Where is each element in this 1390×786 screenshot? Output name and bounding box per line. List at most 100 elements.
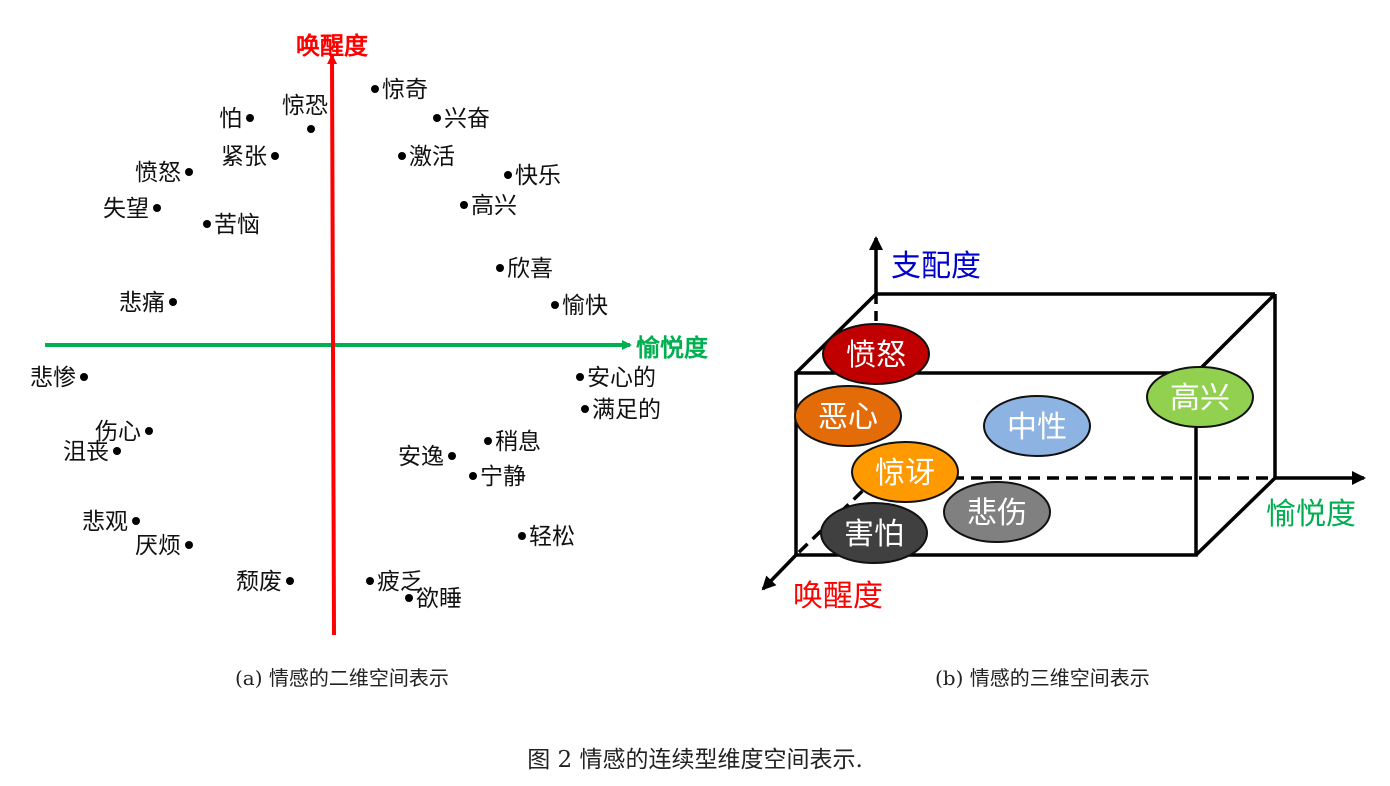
ellipse-shape [794,385,902,447]
ellipse-shape [983,395,1091,457]
emotion-point: 怕 [219,106,254,132]
point-dot [132,517,140,525]
point-label: 疲乏 [377,569,423,595]
emotion-point: 愉快 [551,293,608,319]
emotion-point: 快乐 [504,163,561,189]
emotion-ellipse: 害怕 [820,502,928,564]
ellipse-label: 恶心 [818,400,878,435]
point-dot [271,152,279,160]
point-label: 苦恼 [214,212,260,238]
point-dot [496,264,504,272]
point-dot [469,472,477,480]
arousal-axis-label-3d: 唤醒度 [793,579,883,614]
emotion-point: 稍息 [484,429,541,455]
point-label: 满足的 [592,397,661,423]
point-dot [460,201,468,209]
caption-b: (b) 情感的三维空间表示 [935,666,1150,690]
point-dot [433,114,441,122]
point-dot [286,577,294,585]
point-dot [366,577,374,585]
point-dot [80,373,88,381]
emotion-point: 伤心 [95,419,153,445]
emotion-point: 兴奋 [433,106,490,132]
point-label: 愉快 [562,293,608,319]
valence-axis-label: 愉悦度 [636,334,709,362]
point-dot [504,171,512,179]
point-dot [307,125,315,133]
point-dot [246,114,254,122]
point-dot [448,452,456,460]
point-label: 怕 [219,106,242,132]
arousal-axis [327,54,338,636]
emotion-point: 疲乏 [366,569,423,595]
point-label: 颓废 [236,569,282,595]
emotion-point: 惊恐 [282,93,328,133]
point-dot [145,427,153,435]
point-dot [371,85,379,93]
emotion-point: 沮丧 [63,439,121,465]
emotion-point: 愤怒 [135,160,193,186]
emotion-point: 欲睡 [405,586,462,612]
emotion-point: 颓废 [236,569,294,595]
emotion-point: 紧张 [221,144,279,170]
point-label: 厌烦 [135,533,181,559]
point-dot [576,373,584,381]
point-label: 紧张 [221,144,267,170]
point-label: 欣喜 [507,256,553,282]
emotion-ellipse: 高兴 [1146,366,1254,428]
cube-frame [761,236,1366,591]
emotion-point: 高兴 [460,193,517,219]
emotion-ellipse: 惊讶 [851,441,959,503]
ellipse-label: 惊讶 [875,456,935,491]
ellipse-shape [1146,366,1254,428]
point-label: 高兴 [471,193,517,219]
emotion-point: 悲观 [82,509,140,535]
point-dot [484,437,492,445]
point-label: 兴奋 [444,106,490,132]
emotion-ellipse: 愤怒 [822,323,930,385]
ellipse-shape [820,502,928,564]
emotion-point: 悲痛 [119,290,177,316]
emotion-ellipse: 恶心 [794,385,902,447]
ellipse-shape [851,441,959,503]
emotion-point: 厌烦 [135,533,193,559]
arousal-axis-label: 唤醒度 [296,32,369,60]
point-label: 伤心 [95,419,141,445]
ellipse-shape [822,323,930,385]
emotion-ellipse: 悲伤 [943,481,1051,543]
point-dot [203,220,211,228]
ellipse-label: 中性 [1007,410,1067,445]
point-label: 安逸 [398,444,444,470]
point-label: 沮丧 [63,439,109,465]
point-label: 快乐 [515,163,561,189]
point-label: 宁静 [480,464,526,490]
ellipse-label: 愤怒 [846,338,906,373]
emotion-point: 悲惨 [30,365,88,391]
point-dot [185,541,193,549]
emotion-point: 失望 [103,196,161,222]
point-label: 悲惨 [30,365,76,391]
caption-a: (a) 情感的二维空间表示 [235,666,449,690]
point-label: 欲睡 [416,586,462,612]
figure-caption: 图 2 情感的连续型维度空间表示. [527,747,863,773]
point-dot [169,298,177,306]
point-dot [398,152,406,160]
ellipse-label: 悲伤 [967,496,1027,531]
ellipse-label: 高兴 [1170,381,1230,416]
point-label: 失望 [103,196,149,222]
emotion-point: 欣喜 [496,256,553,282]
point-dot [153,204,161,212]
valence-axis-label-3d: 愉悦度 [1266,497,1356,532]
dominance-axis-label: 支配度 [891,249,981,284]
point-dot [518,532,526,540]
ellipse-label: 害怕 [844,517,904,552]
point-dot [581,405,589,413]
point-label: 悲观 [82,509,128,535]
emotion-point: 轻松 [518,524,575,550]
emotion-point: 宁静 [469,464,526,490]
emotion-point: 惊奇 [371,77,428,103]
emotion-point: 安逸 [398,444,456,470]
ellipse-shape [943,481,1051,543]
